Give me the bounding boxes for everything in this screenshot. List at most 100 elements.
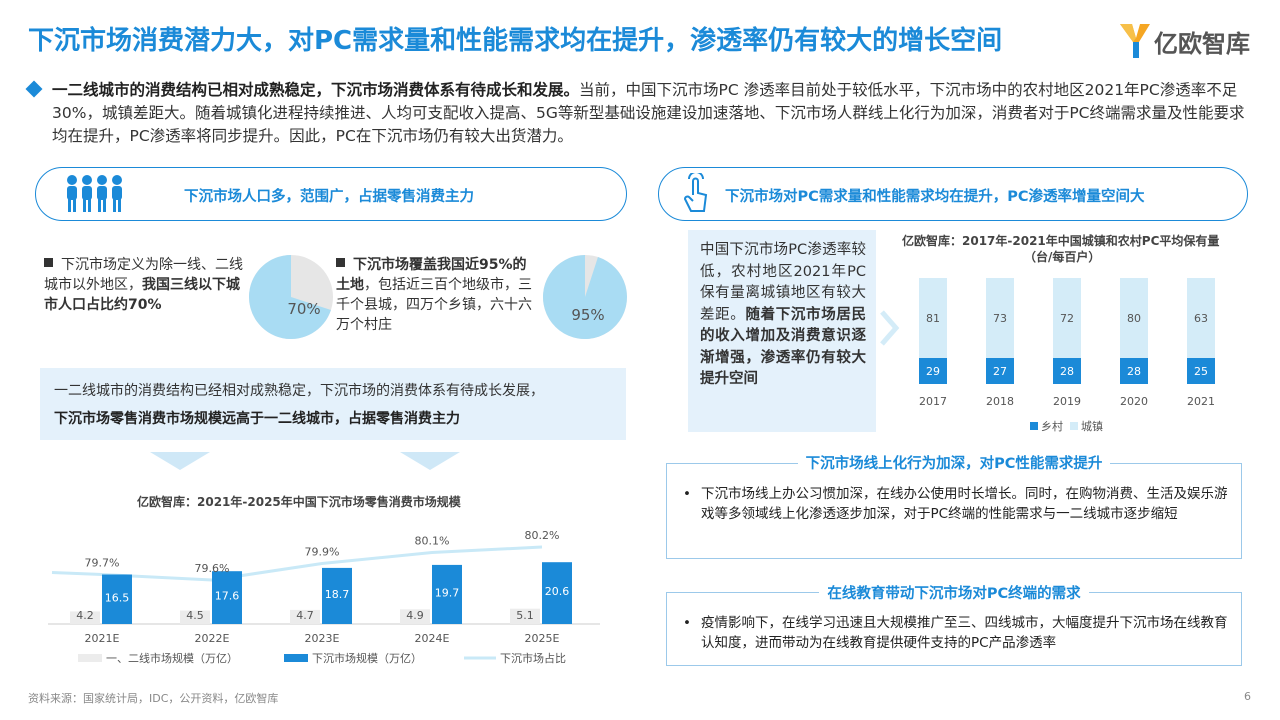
bar-sink-2021E: [102, 574, 132, 624]
label-urban-2019: 72: [1060, 312, 1074, 325]
bar-sink-2022E: [212, 571, 242, 624]
tick-2020: 2020: [1120, 395, 1148, 408]
legend-label-sink: 下沉市场规模（万亿）: [312, 651, 422, 665]
down-chevrons: [150, 452, 460, 470]
label-sink-2021E: 16.5: [105, 591, 130, 604]
tick-2021E: 2021E: [85, 632, 120, 645]
label-ratio-2023E: 79.9%: [305, 546, 340, 559]
brand-logo: 亿欧智库: [1118, 18, 1268, 62]
legend-label-ratio: 下沉市场占比: [500, 651, 566, 665]
callout-bold: 随着下沉市场居民的收入增加及消费意识逐渐增强，渗透率仍有较大提升空间: [700, 306, 867, 388]
right-pill-label: 下沉市场对PC需求量和性能需求均在提升，PC渗透率增量空间大: [725, 189, 1145, 205]
label-tier12-2021E: 4.2: [76, 609, 94, 622]
bar-tier12-2025E: [510, 608, 540, 624]
tick-2019: 2019: [1053, 395, 1081, 408]
square-bullet-icon: [44, 258, 53, 267]
bar-tier12-2023E: [290, 609, 320, 624]
right-arrow-icon: [880, 310, 900, 346]
tick-2017: 2017: [919, 395, 947, 408]
label-ratio-2025E: 80.2%: [525, 529, 560, 542]
square-bullet-icon: [336, 258, 345, 267]
summary-line-2: 下沉市场零售消费市场规模远高于一二线城市，占据零售消费主力: [54, 411, 460, 427]
label-ratio-2024E: 80.1%: [415, 535, 450, 548]
bar-sink-2023E: [322, 567, 352, 624]
people-group-icon: [67, 175, 122, 212]
bullet-dot-icon: •: [683, 486, 691, 502]
legend-swatch-rural: [1030, 422, 1038, 430]
label-sink-2024E: 19.7: [435, 586, 460, 599]
label-urban-2018: 73: [993, 312, 1007, 325]
label-sink-2023E: 18.7: [325, 588, 350, 601]
label-rural-2019: 28: [1060, 365, 1074, 378]
online-box-text: 下沉市场线上办公习惯加深，在线办公使用时长增长。同时，在购物消费、生活及娱乐游戏…: [701, 486, 1228, 522]
summary-line-1: 一二线城市的消费结构已经相对成熟稳定，下沉市场的消费体系有待成长发展，: [54, 383, 544, 399]
legend-label-urban: 城镇: [1081, 419, 1103, 433]
tick-2018: 2018: [986, 395, 1014, 408]
edu-box-text: 疫情影响下，在线学习迅速且大规模推广至三、四线城市，大幅度提升下沉市场在线教育认…: [701, 615, 1228, 651]
online-box-head: 下沉市场线上化行为加深，对PC性能需求提升: [797, 456, 1111, 472]
intro-bold: 一二线城市的消费结构已相对成熟稳定，下沉市场消费体系有待成长和发展。: [52, 81, 580, 99]
callout-normal: 中国下沉市场PC渗透率较低，农村地区2021年PC保有量离城镇地区有较大差距。: [700, 242, 866, 323]
bar-rural-2019: [1053, 358, 1081, 384]
tick-2021: 2021: [1187, 395, 1215, 408]
bar-sink-2025E: [542, 562, 572, 624]
pc-chart-subtitle: （台/每百户）: [1024, 250, 1101, 264]
label-tier12-2022E: 4.5: [186, 609, 204, 622]
hand-touch-icon: [683, 173, 708, 212]
label-tier12-2024E: 4.9: [406, 609, 424, 622]
legend-label-tier12: 一、二线市场规模（万亿）: [106, 651, 238, 665]
pie-main-slice: [542, 255, 627, 339]
label-tier12-2023E: 4.7: [296, 609, 314, 622]
legend-swatch-urban: [1070, 422, 1078, 430]
pie-label: 95%: [571, 306, 604, 324]
page-title: 下沉市场消费潜力大，对PC需求量和性能需求均在提升，渗透率仍有较大的增长空间: [28, 26, 1003, 56]
left-section-pill: 下沉市场人口多，范围广，占据零售消费主力: [35, 167, 627, 221]
logo-mark-icon: [1120, 24, 1150, 58]
left-pill-label: 下沉市场人口多，范围广，占据零售消费主力: [184, 189, 474, 205]
label-ratio-2021E: 79.7%: [85, 557, 120, 570]
tick-2023E: 2023E: [305, 632, 340, 645]
label-rural-2018: 27: [993, 365, 1007, 378]
intro-paragraph: 一二线城市的消费结构已相对成熟稳定，下沉市场消费体系有待成长和发展。当前，中国下…: [25, 79, 1258, 148]
logo-text: 亿欧智库: [1154, 30, 1250, 58]
penetration-callout: 中国下沉市场PC渗透率较低，农村地区2021年PC保有量离城镇地区有较大差距。随…: [688, 230, 876, 432]
online-behavior-box: 下沉市场线上化行为加深，对PC性能需求提升 • 下沉市场线上办公习惯加深，在线办…: [666, 456, 1242, 559]
intro-rest: 当前，中国下沉市场PC 渗透率目前处于较低水平，下沉市场中的农村地区2021年P…: [52, 81, 1245, 145]
online-education-box: 在线教育带动下沉市场对PC终端的需求 • 疫情影响下，在线学习迅速且大规模推广至…: [666, 586, 1242, 666]
bar-rural-2020: [1120, 358, 1148, 384]
label-urban-2021: 63: [1194, 312, 1208, 325]
tick-2022E: 2022E: [195, 632, 230, 645]
retail-chart: 4.2 16.5 79.7% 2021E 4.5 17.6 79.6% 2022E 4.7 18.…: [48, 529, 600, 665]
page-number: 6: [1244, 690, 1251, 703]
bullet-dot-icon: •: [683, 615, 691, 631]
population-text: 下沉市场定义为除一线、二线城市以外地区，我国三线以下城市人口占比约70%: [44, 257, 243, 313]
pie-label: 70%: [287, 300, 320, 318]
bar-tier12-2024E: [400, 609, 430, 624]
population-pie: 70%: [248, 255, 333, 339]
right-section-pill: 下沉市场对PC需求量和性能需求均在提升，PC渗透率增量空间大: [658, 167, 1248, 221]
label-rural-2021: 25: [1194, 365, 1208, 378]
pc-chart-title: 亿欧智库：2017年-2021年中国城镇和农村PC平均保有量: [902, 234, 1220, 248]
pie-main-slice: [248, 255, 331, 339]
label-rural-2020: 28: [1127, 365, 1141, 378]
tick-2025E: 2025E: [525, 632, 560, 645]
legend-swatch-tier12: [78, 654, 102, 662]
label-sink-2025E: 20.6: [545, 585, 570, 598]
bar-rural-2017: [919, 358, 947, 384]
label-ratio-2022E: 79.6%: [195, 562, 230, 575]
land-pie: 95%: [542, 255, 627, 339]
bar-tier12-2022E: [180, 610, 210, 624]
bar-sink-2024E: [432, 564, 462, 624]
legend-label-rural: 乡村: [1041, 419, 1063, 433]
legend-swatch-sink: [284, 654, 308, 662]
tick-2024E: 2024E: [415, 632, 450, 645]
bar-tier12-2021E: [70, 611, 100, 624]
label-urban-2017: 81: [926, 312, 940, 325]
retail-summary-box: 一二线城市的消费结构已经相对成熟稳定，下沉市场的消费体系有待成长发展， 下沉市场…: [40, 368, 626, 440]
ratio-line: [51, 545, 543, 582]
retail-chart-title: 亿欧智库：2021年-2025年中国下沉市场零售消费市场规模: [137, 495, 461, 509]
bar-rural-2021: [1187, 358, 1215, 384]
label-rural-2017: 29: [926, 365, 940, 378]
source-note: 资料来源：国家统计局，IDC，公开资料，亿欧智库: [28, 692, 279, 705]
label-tier12-2025E: 5.1: [516, 609, 534, 622]
